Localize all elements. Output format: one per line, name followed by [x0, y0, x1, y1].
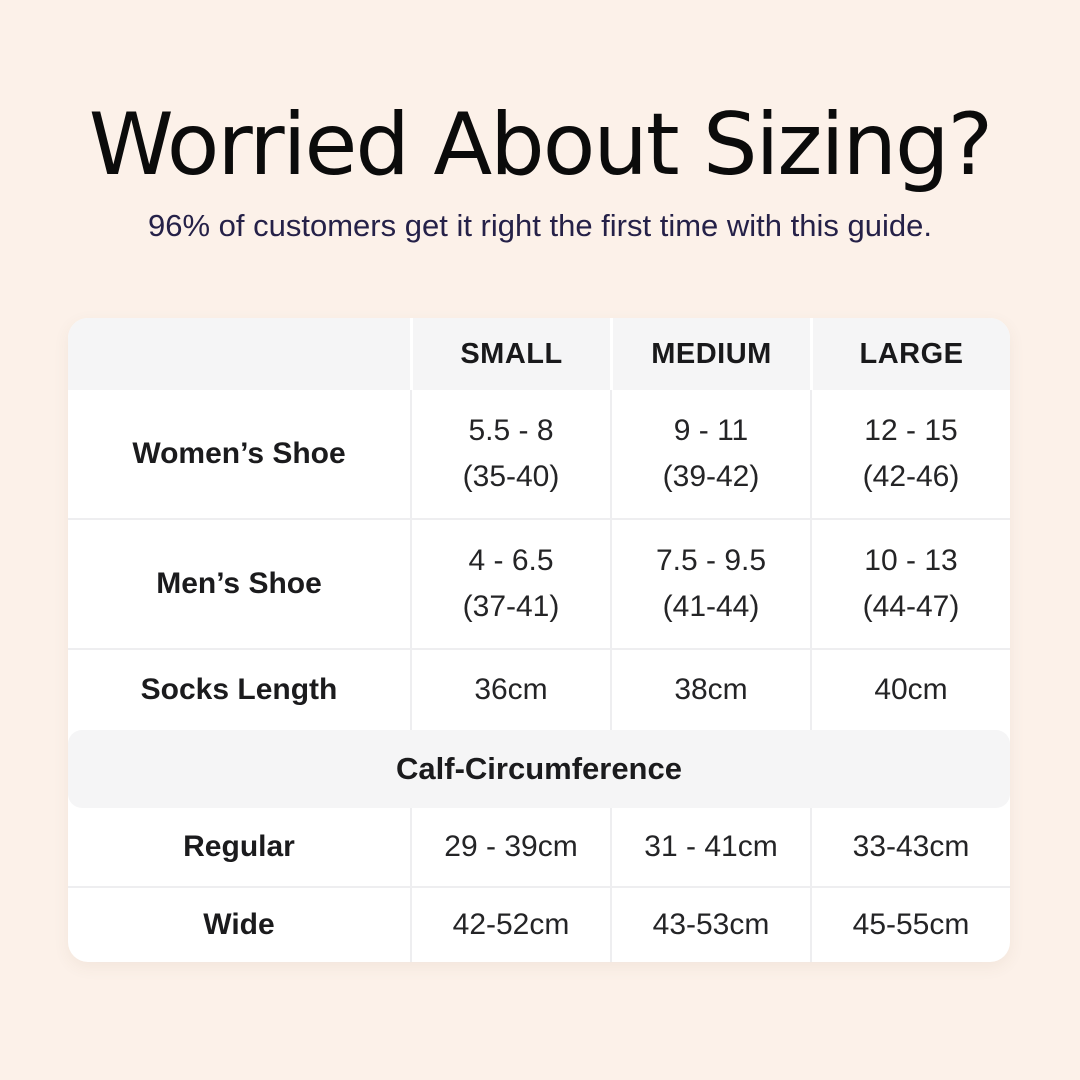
mens-shoe-medium: 7.5 - 9.5 (41-44)	[610, 520, 810, 648]
size-range-eu: (44-47)	[862, 590, 960, 623]
womens-shoe-medium: 9 - 11 (39-42)	[610, 390, 810, 518]
section-header-calf-circumference: Calf-Circumference	[68, 730, 1010, 808]
row-label: Socks Length	[140, 673, 338, 706]
row-label: Regular	[183, 830, 295, 863]
size-range: 5.5 - 8	[468, 414, 554, 447]
size-range-eu: (39-42)	[662, 460, 760, 493]
column-header-large: LARGE	[810, 318, 1010, 390]
wide-small: 42-52cm	[410, 888, 610, 962]
size-range-eu: (41-44)	[662, 590, 760, 623]
womens-shoe-small: 5.5 - 8 (35-40)	[410, 390, 610, 518]
row-wide: Wide 42-52cm 43-53cm 45-55cm	[68, 886, 1010, 962]
row-regular: Regular 29 - 39cm 31 - 41cm 33-43cm	[68, 808, 1010, 886]
page-title: Worried About Sizing?	[88, 95, 993, 195]
size-chart-table: SMALL MEDIUM LARGE Women’s Shoe 5.5 - 8 …	[68, 318, 1010, 962]
column-header-small: SMALL	[410, 318, 610, 390]
socks-length-large: 40cm	[810, 650, 1010, 730]
size-range: 9 - 11	[673, 414, 749, 447]
row-label: Wide	[203, 908, 275, 941]
size-range: 7.5 - 9.5	[655, 544, 767, 577]
table-header-row: SMALL MEDIUM LARGE	[68, 318, 1010, 390]
row-mens-shoe: Men’s Shoe 4 - 6.5 (37-41) 7.5 - 9.5 (41…	[68, 518, 1010, 648]
row-label: Men’s Shoe	[156, 567, 322, 600]
size-range-eu: (42-46)	[862, 460, 960, 493]
regular-medium: 31 - 41cm	[610, 808, 810, 886]
regular-small: 29 - 39cm	[410, 808, 610, 886]
size-range: 12 - 15	[864, 414, 958, 447]
row-womens-shoe: Women’s Shoe 5.5 - 8 (35-40) 9 - 11 (39-…	[68, 390, 1010, 518]
size-range: 10 - 13	[864, 544, 958, 577]
row-socks-length: Socks Length 36cm 38cm 40cm	[68, 648, 1010, 730]
mens-shoe-large: 10 - 13 (44-47)	[810, 520, 1010, 648]
wide-large: 45-55cm	[810, 888, 1010, 962]
socks-length-small: 36cm	[410, 650, 610, 730]
regular-large: 33-43cm	[810, 808, 1010, 886]
socks-length-medium: 38cm	[610, 650, 810, 730]
wide-medium: 43-53cm	[610, 888, 810, 962]
column-header-medium: MEDIUM	[610, 318, 810, 390]
row-label: Women’s Shoe	[132, 437, 346, 470]
mens-shoe-small: 4 - 6.5 (37-41)	[410, 520, 610, 648]
size-range-eu: (35-40)	[462, 460, 560, 493]
page-subtitle: 96% of customers get it right the first …	[148, 208, 932, 243]
corner-cell	[68, 318, 410, 390]
womens-shoe-large: 12 - 15 (42-46)	[810, 390, 1010, 518]
size-range-eu: (37-41)	[462, 590, 560, 623]
size-range: 4 - 6.5	[468, 544, 554, 577]
